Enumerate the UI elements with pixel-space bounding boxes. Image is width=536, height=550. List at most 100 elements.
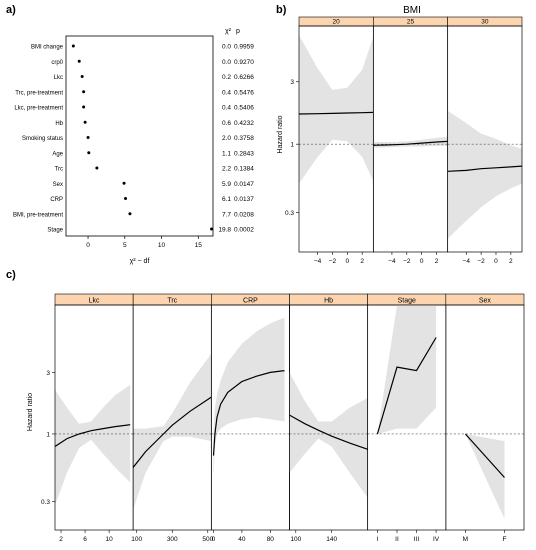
chi-value-hb: 0.6 [222, 120, 231, 127]
fit-line-lkc [55, 424, 131, 448]
y-tick-label-b: 0.3 [285, 210, 294, 217]
panel-label-c: c) [6, 269, 16, 281]
y-tick-label-b: 3 [290, 79, 294, 86]
x-tick-label-lkc: 2 [59, 536, 63, 543]
chi-value-lkc-pre-treatment: 0.4 [222, 105, 231, 112]
x-tick-label-25: 0 [420, 258, 424, 265]
p-value-lkc-pre-treatment: 0.5406 [234, 105, 254, 112]
x-tick-label-lkc: 10 [105, 536, 113, 543]
row-label-sex: Sex [53, 182, 63, 188]
fit-line-sex [464, 433, 505, 478]
x-tick-label-25: 2 [435, 258, 439, 265]
point-hb [83, 120, 87, 124]
point-trc-pre-treatment [82, 90, 86, 94]
x-tick-label-trc: 300 [167, 536, 178, 543]
point-bmi-pre-treatment [128, 212, 132, 216]
p-value-bmi-pre-treatment: 0.0208 [234, 211, 254, 218]
fit-line-crp [212, 370, 285, 456]
p-value-age: 0.2843 [234, 150, 254, 157]
strip-label-trc: Trc [167, 298, 177, 305]
x-tick-label-30: 0 [494, 258, 498, 265]
y-tick-label-c: 0.3 [41, 499, 50, 506]
strip-label-crp: CRP [243, 298, 258, 305]
chi-value-bmi-pre-treatment: 7.7 [222, 211, 231, 218]
row-label-trc-pre-treatment: Trc, pre-treatment [15, 90, 63, 96]
y-tick-label-c: 3 [46, 370, 50, 377]
row-label-lkc: Lkc [54, 75, 63, 81]
chi-value-smoking-status: 2.0 [222, 135, 231, 142]
p-value-crp: 0.0137 [234, 196, 254, 203]
row-label-bmi-change: BMI change [31, 45, 64, 51]
panel-label-a: a) [6, 4, 16, 16]
column-header-chi: χ² [225, 28, 232, 35]
row-label-crp: CRP [50, 197, 63, 203]
chi-value-sex: 5.9 [222, 181, 231, 188]
point-age [87, 151, 91, 155]
row-label-smoking-status: Smoking status [22, 136, 63, 142]
p-value-trc: 0.1384 [234, 166, 254, 173]
strip-label-20: 20 [333, 19, 341, 26]
p-value-smoking-status: 0.3758 [234, 135, 254, 142]
x-tick-label-hb: 100 [290, 536, 301, 543]
fit-line-stage [376, 337, 437, 435]
strip-label-lkc: Lkc [89, 298, 100, 305]
p-value-stage: 0.0002 [234, 227, 254, 234]
x-tick-label-stage: I [377, 536, 379, 543]
p-value-trc-pre-treatment: 0.5476 [234, 89, 254, 96]
point-lkc-pre-treatment [82, 105, 86, 109]
panel-c-hazard-grid: Lkc 2 6 10 Trc 100 300 500 CRP 0 40 80 Hb 100 140 Stage… [27, 293, 525, 543]
x-tick-label-20: −2 [329, 258, 337, 265]
x-tick-label-crp: 0 [212, 536, 216, 543]
x-tick-label-a: 10 [158, 242, 166, 249]
facet-frame-30 [447, 25, 523, 253]
point-lkc [80, 75, 84, 78]
chi-value-crp0: 0.0 [222, 59, 231, 66]
fit-line-30 [447, 165, 522, 172]
point-crp0 [77, 59, 81, 63]
chi-value-bmi-change: 0.0 [222, 44, 231, 51]
y-tick-label-c: 1 [46, 431, 50, 438]
strip-label-25: 25 [407, 19, 415, 26]
ci-band-20 [299, 35, 374, 184]
chi-value-age: 1.1 [222, 150, 231, 157]
point-smoking-status [86, 136, 90, 139]
p-value-bmi-change: 0.9959 [234, 44, 254, 51]
point-crp [124, 197, 128, 200]
ci-band-stage [377, 305, 437, 434]
chi-value-trc-pre-treatment: 0.4 [222, 89, 231, 96]
row-label-bmi-pre-treatment: BMI, pre-treatment [13, 212, 63, 218]
x-tick-label-20: 2 [360, 258, 364, 265]
fit-line-hb [289, 414, 368, 450]
row-label-hb: Hb [55, 121, 63, 127]
fit-line-25 [373, 140, 448, 146]
y-axis-label-c: Hazard ratio [27, 393, 34, 431]
column-header-p: p [236, 28, 240, 35]
x-tick-label-stage: IV [433, 536, 440, 543]
row-label-age: Age [52, 151, 63, 157]
x-tick-label-stage: II [395, 536, 399, 543]
p-value-lkc: 0.6266 [234, 74, 254, 81]
x-tick-label-25: −4 [388, 258, 396, 265]
panel-b-bmi-hazard: BMI 20 −4 −2 0 2 25 −4 −2 0 2 30 −4 −2 0 2 0.3 1 3 Hazard r… [277, 5, 523, 265]
point-trc [95, 166, 99, 170]
p-value-sex: 0.0147 [234, 181, 254, 188]
ci-band-lkc [55, 384, 131, 506]
x-tick-label-20: −4 [314, 258, 322, 265]
row-label-lkc-pre-treatment: Lkc, pre-treatment [14, 106, 63, 112]
x-tick-label-30: −4 [463, 258, 471, 265]
x-tick-label-hb: 140 [326, 536, 337, 543]
chi-value-lkc: 0.2 [222, 74, 231, 81]
strip-label-stage: Stage [398, 298, 416, 305]
y-tick-label-b: 1 [290, 142, 294, 149]
point-bmi-change [71, 44, 75, 48]
x-tick-label-sex: M [463, 536, 468, 543]
strip-label-hb: Hb [324, 298, 333, 305]
point-sex [122, 181, 126, 185]
panel-label-b: b) [276, 4, 287, 16]
ci-band-sex [465, 434, 505, 519]
p-value-hb: 0.4232 [234, 120, 254, 127]
x-tick-label-stage: III [414, 536, 420, 543]
p-value-crp0: 0.9270 [234, 59, 254, 66]
x-tick-label-a: 5 [123, 242, 127, 249]
facet-frame-sex [445, 304, 525, 531]
